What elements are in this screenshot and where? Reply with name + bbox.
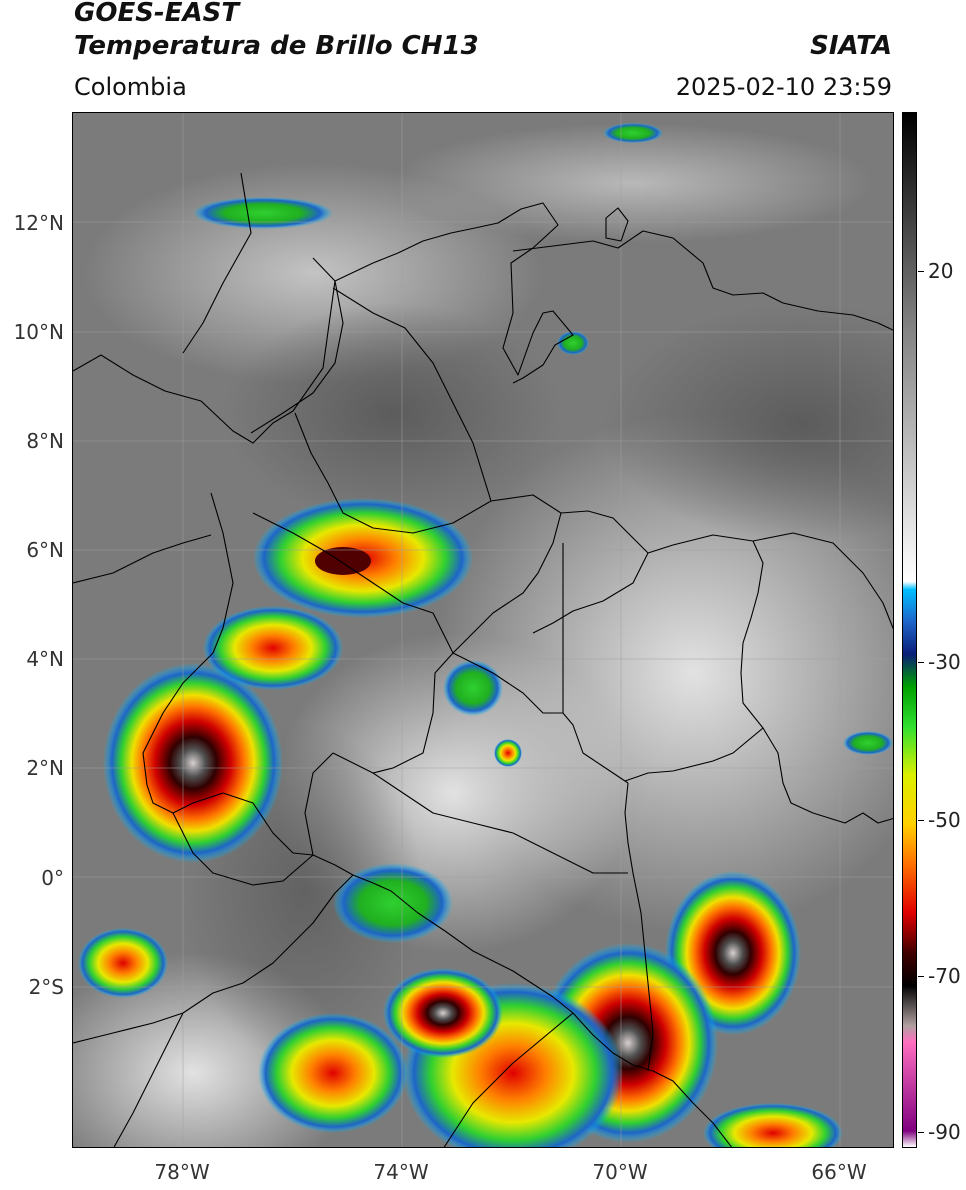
colorbar-label: -50 [928, 808, 961, 832]
cirrus-band [393, 123, 873, 243]
graticule [73, 113, 893, 1147]
convective-cell [383, 968, 503, 1058]
datetime-label: 2025-02-10 23:59 [675, 73, 892, 101]
map-svg [73, 113, 893, 1147]
lat-tick-label: 0° [41, 866, 64, 890]
lon-tick-label: 66°W [811, 1160, 867, 1184]
lat-tick-label: 2°N [26, 756, 64, 780]
colorbar-label: -30 [928, 650, 961, 674]
convective-cell [193, 197, 333, 229]
lat-tick-label: 10°N [13, 320, 64, 344]
convective-cell [703, 1103, 843, 1147]
lon-tick-label: 70°W [592, 1160, 648, 1184]
convective-cell [557, 331, 589, 355]
lat-tick-label: 4°N [26, 647, 64, 671]
colorbar-label: -70 [928, 964, 961, 988]
product-title: Temperatura de Brillo CH13 [74, 31, 479, 61]
boundaries [73, 172, 893, 1147]
convective-cell [203, 606, 343, 690]
lon-tick-label: 78°W [154, 1160, 210, 1184]
satellite-map[interactable] [72, 112, 894, 1148]
lon-tick-label: 74°W [373, 1160, 429, 1184]
cold-surface-zone [223, 303, 563, 523]
colorbar-tick [918, 976, 924, 977]
cold-surface-zone [603, 303, 893, 543]
colorbar-tick [918, 1132, 924, 1133]
convective-cell [78, 928, 168, 998]
temperature-colorbar [902, 112, 917, 1148]
lat-tick-label: 8°N [26, 429, 64, 453]
convective-cell [103, 663, 283, 863]
colorbar-tick [918, 271, 924, 272]
convective-cell [258, 1013, 408, 1133]
convective-cell [494, 739, 522, 767]
convective-cell [333, 863, 453, 943]
convective-cell [603, 123, 663, 143]
lat-tick-label: 2°S [28, 975, 64, 999]
convective-core [315, 547, 371, 575]
colorbar-label: 20 [928, 259, 954, 283]
colorbar-label: -90 [928, 1120, 961, 1144]
convective-cell [443, 660, 503, 716]
agency-label: SIATA [810, 31, 892, 61]
region-label: Colombia [74, 73, 187, 101]
convective-cell [843, 731, 893, 755]
colorbar-tick [918, 662, 924, 663]
lat-tick-label: 12°N [13, 211, 64, 235]
lat-tick-label: 6°N [26, 538, 64, 562]
colorbar-tick [918, 820, 924, 821]
satellite-title: GOES-EAST [74, 0, 240, 28]
